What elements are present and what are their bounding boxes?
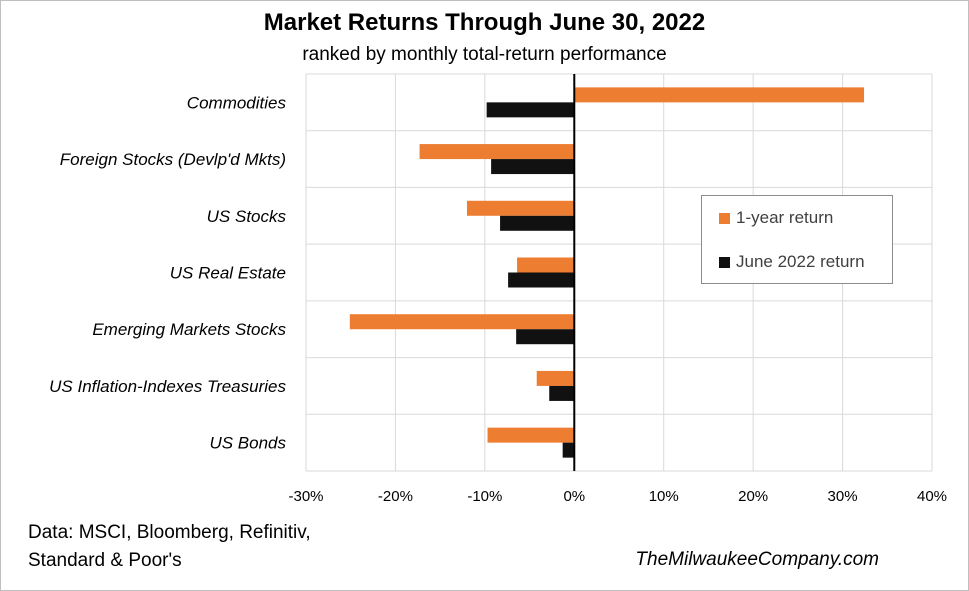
bar-june-2022 <box>500 215 575 231</box>
bar-june-2022 <box>486 102 575 118</box>
legend-label: 1-year return <box>736 208 834 227</box>
x-tick-label: 10% <box>649 488 679 505</box>
bar-june-2022 <box>491 159 575 175</box>
legend-swatch-orange <box>719 212 730 224</box>
legend-item-1-year: 1-year return <box>719 208 833 228</box>
legend: 1-year return June 2022 return <box>701 195 893 284</box>
bar-june-2022 <box>549 385 575 401</box>
category-label: Foreign Stocks (Devlp'd Mkts) <box>60 150 286 169</box>
x-tick-label: 20% <box>738 488 768 505</box>
x-tick-label: -10% <box>467 488 502 505</box>
chart-subtitle: ranked by monthly total-return performan… <box>302 44 667 65</box>
credit-text: TheMilwaukeeCompany.com <box>635 549 879 570</box>
bar-1-year <box>419 144 575 160</box>
category-label: US Bonds <box>209 434 286 453</box>
category-label: US Stocks <box>207 207 287 226</box>
source-line: Standard & Poor's <box>28 550 182 571</box>
category-label: Commodities <box>187 93 287 112</box>
bar-1-year <box>349 314 575 330</box>
category-label: US Inflation-Indexes Treasuries <box>49 377 286 396</box>
x-tick-label: 0% <box>563 488 585 505</box>
bar-1-year <box>536 370 575 386</box>
bar-june-2022 <box>562 442 575 458</box>
data-source-note: Data: MSCI, Bloomberg, Refinitiv, Standa… <box>28 519 311 575</box>
x-tick-label: 40% <box>917 488 947 505</box>
x-tick-label: -20% <box>378 488 413 505</box>
x-tick-label: -30% <box>288 488 323 505</box>
bar-june-2022 <box>508 272 575 288</box>
source-line: Data: MSCI, Bloomberg, Refinitiv, <box>28 522 311 543</box>
category-label: US Real Estate <box>170 264 286 283</box>
x-tick-label: 30% <box>828 488 858 505</box>
category-label: Emerging Markets Stocks <box>92 320 286 339</box>
legend-swatch-black <box>719 256 730 268</box>
bar-1-year <box>466 200 575 216</box>
bar-1-year <box>517 257 575 273</box>
bar-june-2022 <box>516 329 575 345</box>
legend-item-june: June 2022 return <box>719 252 865 272</box>
bar-1-year <box>487 427 575 443</box>
chart-title: Market Returns Through June 30, 2022 <box>263 9 706 36</box>
bar-1-year <box>574 87 865 103</box>
legend-label: June 2022 return <box>736 252 865 271</box>
